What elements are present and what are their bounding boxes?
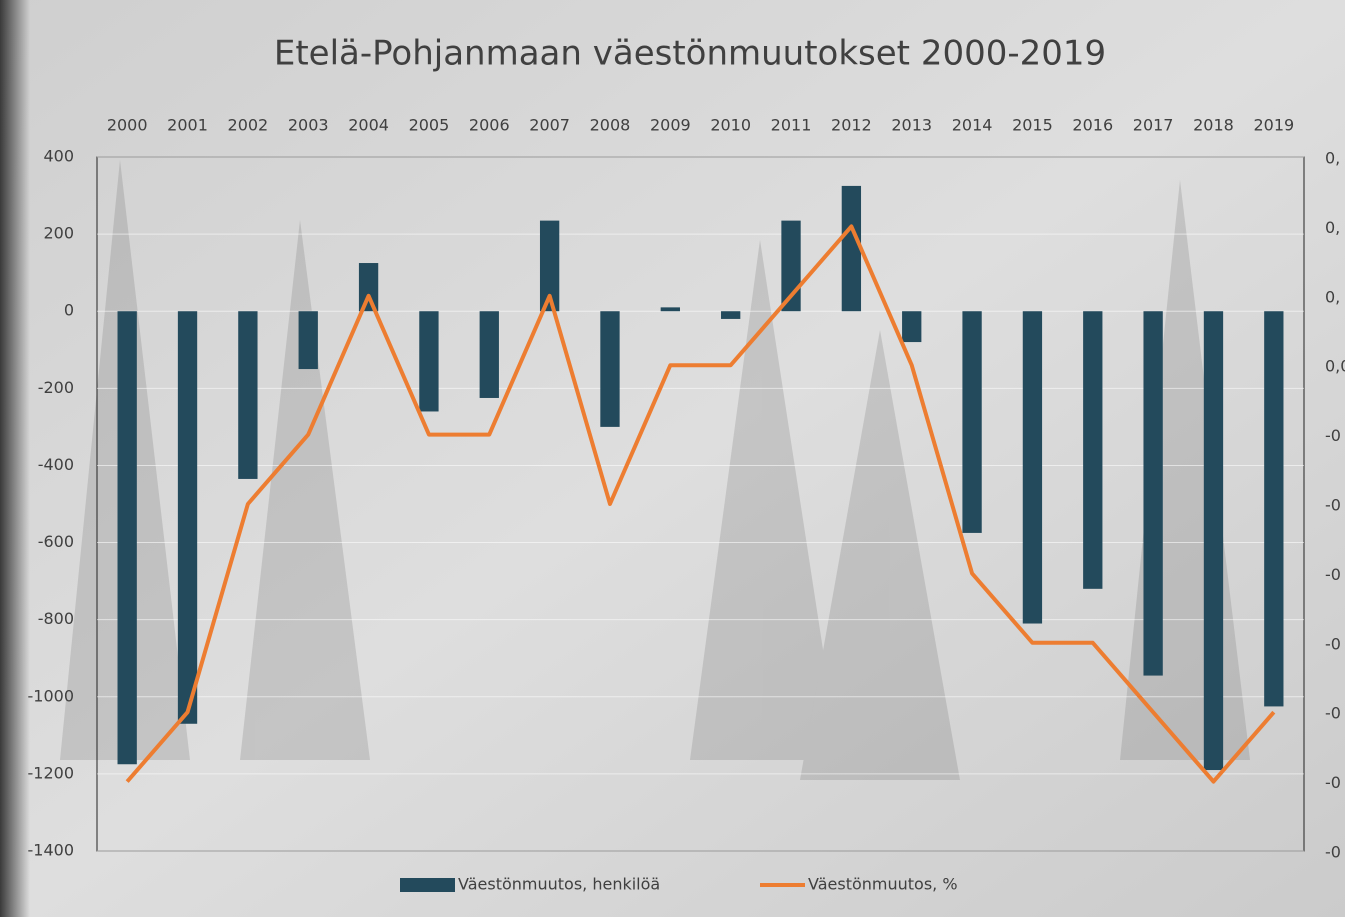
line (125, 224, 1276, 784)
x-tick-label: 2001 (167, 116, 208, 135)
x-tick-label: 2009 (650, 116, 691, 135)
x-tick-label: 2015 (1012, 116, 1053, 135)
legend-label: Väestönmuutos, % (808, 875, 958, 894)
bar (539, 220, 560, 312)
legend-swatch (400, 878, 455, 892)
y-tick-label: -400 (38, 455, 74, 474)
bar (1203, 311, 1224, 771)
chart-title: Etelä-Pohjanmaan väestönmuutokset 2000-2… (274, 34, 1106, 74)
x-tick-label: 2007 (529, 116, 570, 135)
bar (1083, 311, 1103, 589)
y2-tick-label: -0 (1325, 426, 1341, 445)
x-tick-label: 2012 (831, 116, 872, 135)
background-edge (0, 0, 30, 917)
bar (1264, 311, 1284, 707)
y2-tick-label: 0, (1325, 287, 1340, 306)
y-tick-label: -1000 (28, 686, 75, 705)
y-tick-label: -1200 (28, 763, 75, 782)
bar (721, 311, 741, 319)
x-tick-label: 2006 (469, 116, 510, 135)
y-tick-label: -200 (38, 378, 74, 397)
y2-tick-label: -0 (1325, 773, 1341, 792)
y-tick-label: -800 (38, 609, 74, 628)
bar (902, 311, 922, 343)
x-tick-label: 2002 (228, 116, 269, 135)
bar (117, 311, 137, 765)
bar (238, 311, 258, 479)
x-tick-label: 2016 (1072, 116, 1113, 135)
y-tick-label: 0 (64, 301, 74, 320)
x-tick-label: 2008 (590, 116, 631, 135)
legend-label: Väestönmuutos, henkilöä (458, 875, 660, 894)
y2-tick-label: 0, (1325, 149, 1340, 168)
bar (358, 263, 379, 312)
bar (660, 307, 680, 312)
bar (1022, 311, 1043, 624)
y2-tick-label: -0 (1325, 565, 1341, 584)
x-tick-label: 2011 (771, 116, 812, 135)
x-tick-label: 2013 (891, 116, 932, 135)
y2-tick-label: -0 (1325, 634, 1341, 653)
bar (479, 311, 499, 398)
y2-tick-label: -0 (1325, 704, 1341, 723)
bar (298, 311, 318, 370)
y2-tick-label: 0, (1325, 218, 1340, 237)
bar (962, 311, 982, 533)
bar (1143, 311, 1163, 676)
bar (600, 311, 620, 427)
y2-tick-label: 0,0 (1325, 357, 1345, 376)
y2-tick-label: -0 (1325, 843, 1341, 862)
x-tick-label: 2004 (348, 116, 389, 135)
x-tick-label: 2014 (952, 116, 993, 135)
x-tick-label: 2010 (710, 116, 751, 135)
x-tick-label: 2005 (409, 116, 450, 135)
bar (419, 311, 439, 412)
x-tick-label: 2018 (1193, 116, 1234, 135)
y-tick-label: 200 (43, 224, 74, 243)
x-tick-label: 2017 (1133, 116, 1174, 135)
x-tick-label: 2000 (107, 116, 148, 135)
y2-tick-label: -0 (1325, 496, 1341, 515)
x-tick-label: 2003 (288, 116, 329, 135)
bar (841, 185, 862, 312)
y-tick-label: -600 (38, 532, 74, 551)
bar (177, 311, 198, 724)
y-tick-label: 400 (43, 147, 74, 166)
x-tick-label: 2019 (1253, 116, 1294, 135)
y-tick-label: -1400 (28, 841, 75, 860)
